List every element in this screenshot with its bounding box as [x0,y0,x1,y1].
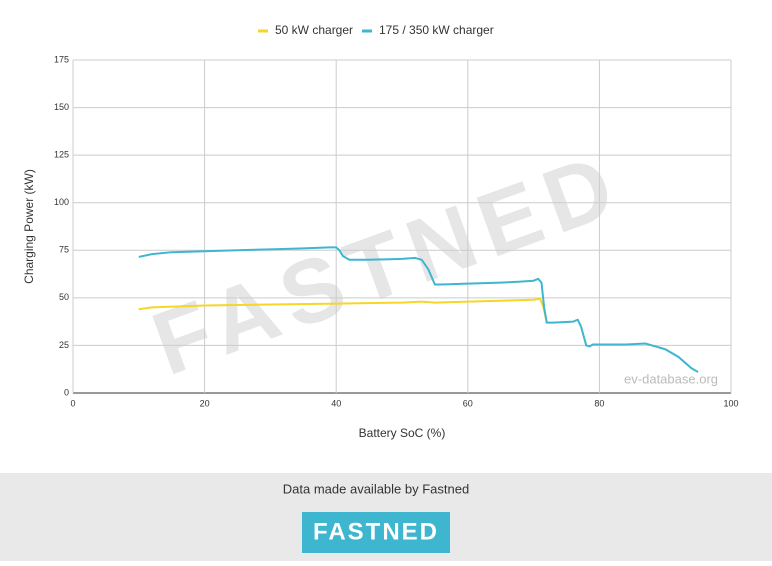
x-tick-label: 20 [200,398,210,408]
y-tick-label: 175 [54,54,69,64]
y-tick-label: 100 [54,197,69,207]
series-line [138,246,699,373]
logo: FASTNED [313,518,439,545]
y-tick-label: 25 [59,340,69,350]
y-tick-label: 0 [64,387,69,397]
y-axis-label: Charging Power (kW) [22,169,36,284]
y-tick-label: 125 [54,150,69,160]
y-tick-label: 150 [54,102,69,112]
legend-label: 175 / 350 kW charger [379,23,494,37]
x-tick-label: 40 [331,398,341,408]
x-axis-label: Battery SoC (%) [359,426,446,440]
y-tick-label: 50 [59,292,69,302]
legend-label: 50 kW charger [275,23,353,37]
x-tick-label: 80 [594,398,604,408]
logo-box [302,512,450,553]
watermark: FASTNED [141,133,636,395]
x-tick-label: 0 [70,398,75,408]
x-tick-label: 100 [723,398,738,408]
x-tick-label: 60 [463,398,473,408]
y-tick-label: 75 [59,245,69,255]
footer-text: Data made available by Fastned [283,481,469,496]
source-watermark: ev-database.org [624,371,718,386]
series-line [138,297,548,323]
